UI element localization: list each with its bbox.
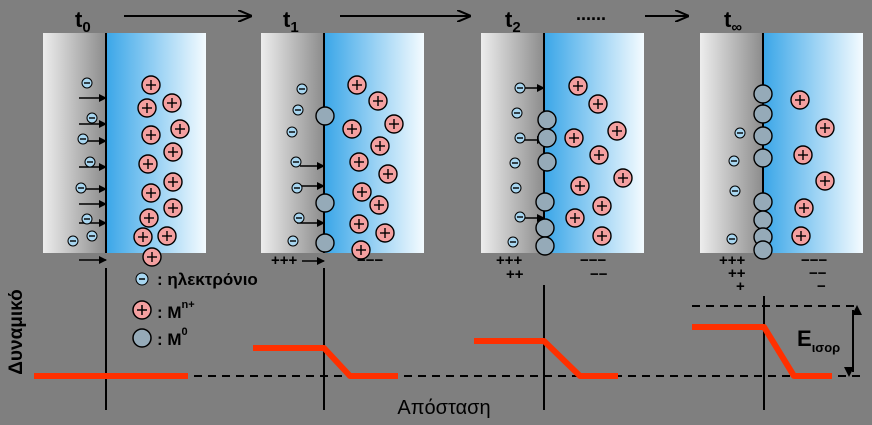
time-labels: t0 t1 t2 t∞ [75,7,742,36]
metal-atom-3-3 [753,148,773,168]
metal-charge-2-row-1: ++ [506,266,524,283]
legend-atom: : M0 [132,326,188,349]
solution-charge-3-row-1: −− [809,265,827,282]
y-axis-label: Δυναμικό [6,289,27,374]
electrode-panel-3 [700,33,863,260]
time-label-t0: t0 [75,7,91,36]
metal-atom-2-2 [537,152,557,172]
metal-atom-1-2 [315,233,335,253]
potential-profile-1 [253,345,398,379]
metal-atom-2-5 [535,236,555,256]
time-label-tinf: t∞ [724,7,742,36]
metal-electrode-2 [481,33,544,253]
legend-atom-label: : M0 [157,326,188,349]
metal-atom-1-1 [315,193,335,213]
potential-profile-3 [692,324,832,379]
metal-atom-3-0 [753,84,773,104]
potential-profile-2 [474,338,618,379]
electrode-panel-2 [481,33,644,256]
metal-atom-2-3 [535,192,555,212]
metal-atom-2-0 [537,110,557,130]
metal-electrode-3 [700,33,763,253]
metal-electrode-0 [43,33,106,253]
metal-atom-3-7 [753,240,773,260]
solution-charge-2-row-0: −−− [580,252,607,269]
time-label-t1: t1 [283,7,299,36]
timeline-dots: ...... [576,4,606,24]
electrode-panel-0 [43,33,206,267]
potential-profiles [34,324,832,379]
x-axis-label: Απόσταση [397,397,490,419]
electrode-panel-1 [261,33,424,265]
legend-atom-icon [132,328,152,348]
metal-charge-3-row-1: ++ [728,265,746,282]
solution-charge-2-row-1: −− [590,266,608,283]
legend: : ηλεκτρόνιο : Mn+ : M0 [132,270,258,349]
metal-charge-3-row-2: + [736,278,745,295]
solution-region-3 [763,33,863,253]
legend-ion: : Mn+ [132,299,195,322]
time-arrows: ...... [124,4,688,24]
solution-charge-3-row-0: −−− [801,252,828,269]
metal-atom-2-4 [535,218,555,238]
legend-electron-label: : ηλεκτρόνιο [157,270,258,289]
metal-atom-3-2 [753,126,773,146]
metal-atom-3-1 [753,104,773,124]
metal-charge-3-row-0: +++ [719,252,746,269]
metal-electrode-1 [261,33,324,253]
metal-charge-1-row-0: +++ [271,252,298,269]
metal-atom-3-4 [753,192,773,212]
legend-electron: : ηλεκτρόνιο [135,270,258,289]
time-label-t2: t2 [505,7,521,36]
metal-atom-1-0 [315,106,335,126]
interface-lines [105,268,765,410]
solution-charge-3-row-2: − [817,278,826,295]
charge-signs: +++ −−− +++ ++ −−− −− +++ ++ + −−− −− − [271,252,828,295]
solution-region-2 [544,33,644,253]
metal-charge-2-row-0: +++ [496,252,523,269]
equilibrium-label: Eισορ [797,326,840,355]
solution-charge-1-row-0: −−− [357,252,384,269]
metal-atom-2-1 [537,128,557,148]
legend-ion-label: : Mn+ [157,299,195,322]
electrode-panels [43,33,863,267]
metal-atom-3-5 [753,210,773,230]
